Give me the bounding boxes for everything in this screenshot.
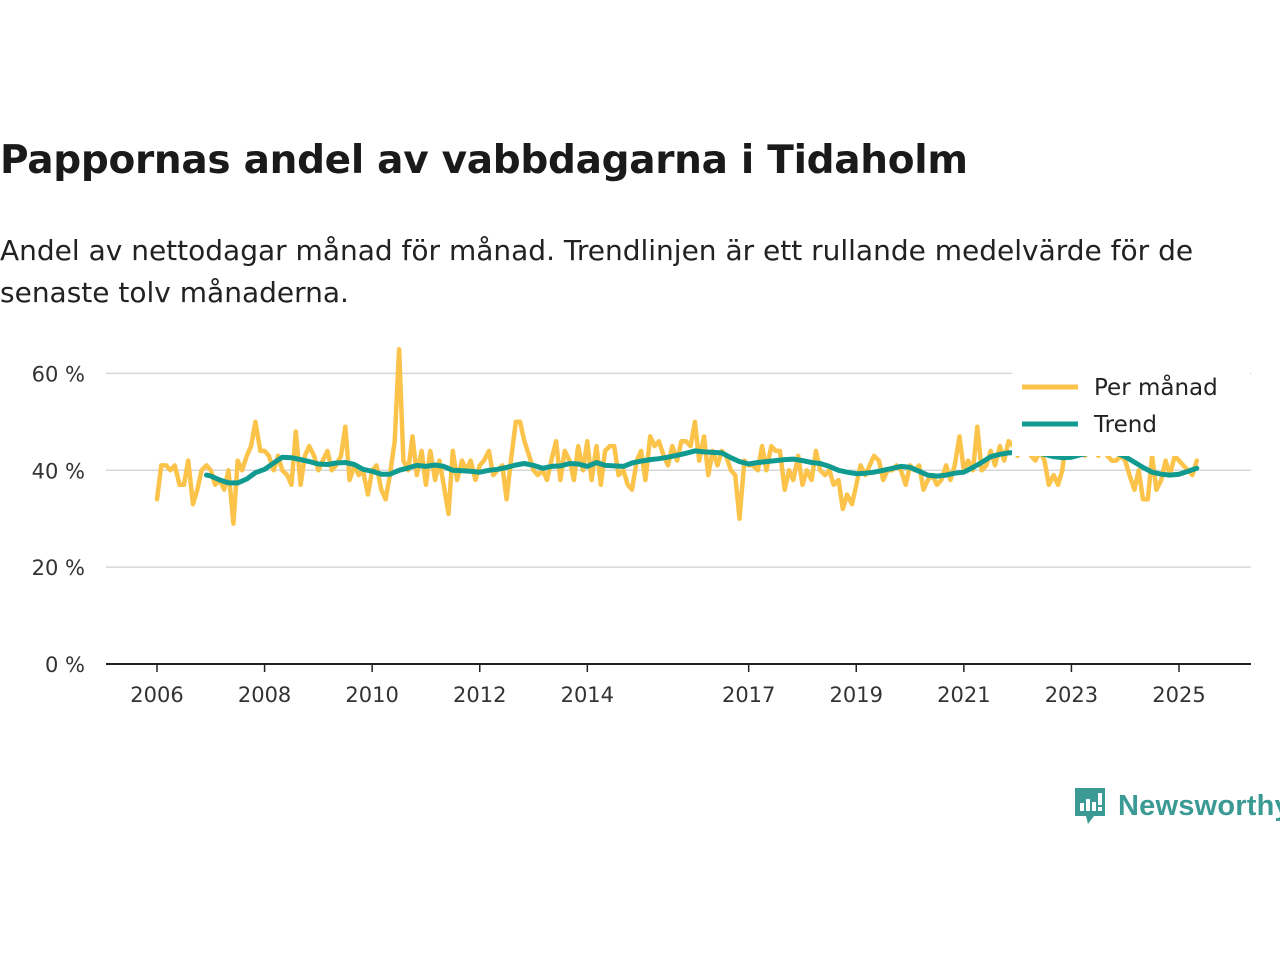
y-tick-label-0: 0 % bbox=[45, 653, 85, 677]
x-tick-label-2023: 2023 bbox=[1045, 683, 1098, 707]
x-tick-label-2010: 2010 bbox=[345, 683, 398, 707]
x-tick-label-2021: 2021 bbox=[937, 683, 990, 707]
axes: 0 % 20 % 40 % 60 % 2006 2008 2010 2012 2014 2017 2… bbox=[32, 362, 1251, 707]
chart-subtitle: Andel av nettodagar månad för månad. Tre… bbox=[0, 234, 1194, 309]
y-tick-label-20: 20 % bbox=[32, 556, 85, 580]
legend-label-trend: Trend bbox=[1093, 412, 1157, 438]
x-tick-label-2012: 2012 bbox=[453, 683, 506, 707]
x-tick-label-2014: 2014 bbox=[561, 683, 614, 707]
y-tick-label-40: 40 % bbox=[32, 459, 85, 483]
newsworthy-logo-text: Newsworthy bbox=[1118, 789, 1280, 822]
newsworthy-logo: Newsworthy bbox=[1072, 786, 1280, 826]
x-tick-label-2006: 2006 bbox=[130, 683, 183, 707]
legend: Per månad Trend bbox=[1012, 366, 1250, 456]
x-tick-label-2025: 2025 bbox=[1152, 683, 1205, 707]
newsworthy-logo-icon bbox=[1075, 788, 1105, 824]
legend-background bbox=[1012, 366, 1250, 456]
x-tick-label-2017: 2017 bbox=[722, 683, 775, 707]
x-tick-label-2019: 2019 bbox=[830, 683, 883, 707]
chart-title: Pappornas andel av vabbdagarna i Tidahol… bbox=[0, 138, 968, 183]
x-tick-label-2008: 2008 bbox=[238, 683, 291, 707]
y-tick-label-60: 60 % bbox=[32, 362, 85, 386]
legend-label-per-manad: Per månad bbox=[1094, 373, 1218, 401]
